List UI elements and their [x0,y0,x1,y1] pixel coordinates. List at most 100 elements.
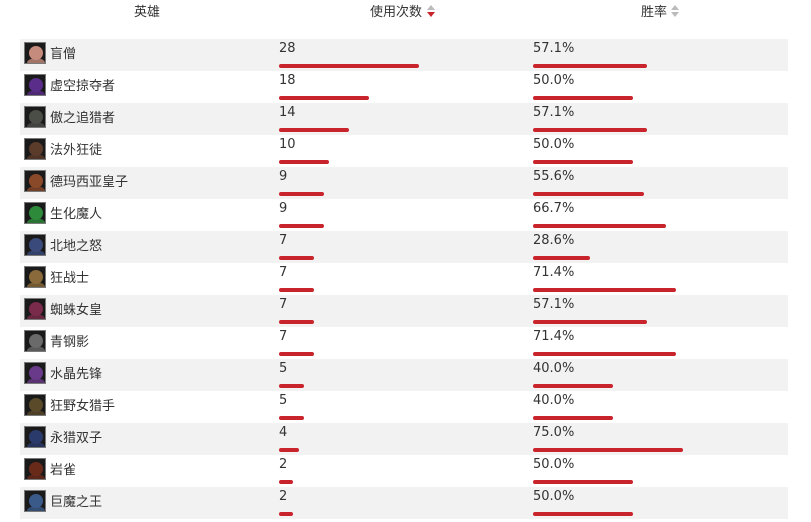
usage-bar [279,256,314,260]
winrate-bar [533,160,633,164]
hero-name[interactable]: 狂野女猎手 [50,399,116,414]
table-row: 水晶先锋 5 40.0% [20,359,788,391]
winrate-bar [533,320,647,324]
usage-count: 14 [279,105,296,120]
hero-avatar-icon[interactable] [24,42,46,64]
hero-name[interactable]: 青钢影 [50,335,90,350]
table-row: 傲之追猎者 14 57.1% [20,103,788,135]
hero-name[interactable]: 永猎双子 [50,431,103,446]
hero-avatar-icon[interactable] [24,170,46,192]
table-row: 盲僧 28 57.1% [20,39,788,71]
winrate-value: 50.0% [533,489,575,504]
usage-bar [279,64,419,68]
winrate-bar [533,96,633,100]
hero-avatar-icon[interactable] [24,74,46,96]
hero-name[interactable]: 北地之怒 [50,239,103,254]
winrate-bar [533,480,633,484]
table-row: 北地之怒 7 28.6% [20,231,788,263]
winrate-bar [533,256,590,260]
table-row: 德玛西亚皇子 9 55.6% [20,167,788,199]
usage-count: 7 [279,265,288,280]
winrate-value: 55.6% [533,169,575,184]
usage-count: 10 [279,137,296,152]
usage-bar [279,352,314,356]
usage-bar [279,288,314,292]
winrate-value: 50.0% [533,457,575,472]
table-row: 狂战士 7 71.4% [20,263,788,295]
hero-name[interactable]: 盲僧 [50,47,77,62]
table-row: 生化魔人 9 66.7% [20,199,788,231]
hero-avatar-icon[interactable] [24,490,46,512]
hero-name[interactable]: 水晶先锋 [50,367,103,382]
sort-icon[interactable] [671,5,679,17]
hero-avatar-icon[interactable] [24,298,46,320]
winrate-bar [533,288,676,292]
sort-desc-icon[interactable] [427,5,435,17]
table-row: 巨魔之王 2 50.0% [20,487,788,519]
hero-avatar-icon[interactable] [24,202,46,224]
hero-avatar-icon[interactable] [24,426,46,448]
hero-name[interactable]: 德玛西亚皇子 [50,175,129,190]
column-header-hero[interactable]: 英雄 [134,5,161,20]
hero-avatar-icon[interactable] [24,106,46,128]
usage-bar [279,448,299,452]
winrate-bar [533,224,666,228]
winrate-value: 40.0% [533,361,575,376]
hero-avatar-icon[interactable] [24,330,46,352]
hero-avatar-icon[interactable] [24,138,46,160]
usage-bar [279,320,314,324]
winrate-bar [533,192,644,196]
winrate-value: 71.4% [533,265,575,280]
table-row: 狂野女猎手 5 40.0% [20,391,788,423]
column-header-winrate[interactable]: 胜率 [641,5,668,20]
usage-count: 18 [279,73,296,88]
winrate-value: 57.1% [533,105,575,120]
winrate-bar [533,384,613,388]
usage-count: 9 [279,169,288,184]
hero-avatar-icon[interactable] [24,266,46,288]
usage-count: 28 [279,41,296,56]
hero-avatar-icon[interactable] [24,234,46,256]
winrate-value: 75.0% [533,425,575,440]
hero-name[interactable]: 狂战士 [50,271,90,286]
hero-name[interactable]: 傲之追猎者 [50,111,116,126]
hero-name[interactable]: 蜘蛛女皇 [50,303,103,318]
winrate-bar [533,128,647,132]
hero-avatar-icon[interactable] [24,394,46,416]
usage-count: 7 [279,233,288,248]
winrate-bar [533,352,676,356]
usage-count: 2 [279,457,288,472]
table-header: 英雄 使用次数 胜率 [0,0,811,30]
hero-name[interactable]: 法外狂徒 [50,143,103,158]
usage-bar [279,480,293,484]
hero-avatar-icon[interactable] [24,458,46,480]
usage-bar [279,160,329,164]
usage-count: 5 [279,361,288,376]
hero-name[interactable]: 生化魔人 [50,207,103,222]
usage-count: 7 [279,329,288,344]
usage-bar [279,192,324,196]
hero-name[interactable]: 巨魔之王 [50,495,103,510]
winrate-bar [533,448,683,452]
table-row: 法外狂徒 10 50.0% [20,135,788,167]
usage-bar [279,96,369,100]
hero-name[interactable]: 岩雀 [50,463,77,478]
usage-bar [279,224,324,228]
winrate-bar [533,512,633,516]
table-row: 蜘蛛女皇 7 57.1% [20,295,788,327]
usage-bar [279,384,304,388]
table-row: 虚空掠夺者 18 50.0% [20,71,788,103]
winrate-value: 71.4% [533,329,575,344]
winrate-value: 57.1% [533,297,575,312]
winrate-value: 40.0% [533,393,575,408]
winrate-value: 50.0% [533,137,575,152]
usage-count: 5 [279,393,288,408]
winrate-value: 57.1% [533,41,575,56]
winrate-value: 28.6% [533,233,575,248]
hero-name[interactable]: 虚空掠夺者 [50,79,116,94]
hero-avatar-icon[interactable] [24,362,46,384]
column-header-usage[interactable]: 使用次数 [370,5,423,20]
usage-bar [279,416,304,420]
winrate-bar [533,416,613,420]
